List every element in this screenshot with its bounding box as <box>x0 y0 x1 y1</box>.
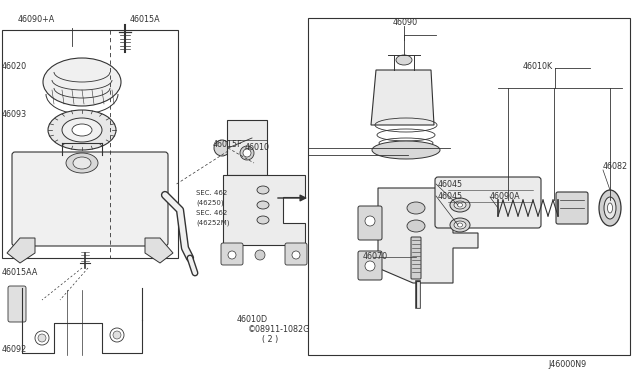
Text: SEC. 462: SEC. 462 <box>196 210 227 216</box>
Ellipse shape <box>607 203 612 213</box>
Text: 46015A: 46015A <box>130 15 161 24</box>
Text: J46000N9: J46000N9 <box>548 360 586 369</box>
Ellipse shape <box>407 202 425 214</box>
Circle shape <box>255 250 265 260</box>
Circle shape <box>365 261 375 271</box>
Text: 46070: 46070 <box>363 252 388 261</box>
Text: 46010: 46010 <box>245 143 270 152</box>
Bar <box>308 18 630 355</box>
Text: ( 2 ): ( 2 ) <box>262 335 278 344</box>
Ellipse shape <box>257 216 269 224</box>
Text: 46045: 46045 <box>438 180 463 189</box>
Bar <box>2 30 178 258</box>
Ellipse shape <box>599 190 621 226</box>
Circle shape <box>113 331 121 339</box>
FancyBboxPatch shape <box>358 251 382 280</box>
Ellipse shape <box>48 110 116 150</box>
Text: (46252M): (46252M) <box>196 219 230 225</box>
Ellipse shape <box>450 198 470 212</box>
Ellipse shape <box>604 197 616 219</box>
Circle shape <box>240 146 254 160</box>
Text: (46250): (46250) <box>196 199 223 205</box>
FancyBboxPatch shape <box>221 243 243 265</box>
Text: 46090+A: 46090+A <box>18 15 55 24</box>
FancyBboxPatch shape <box>12 152 168 246</box>
Polygon shape <box>371 70 434 125</box>
Text: 46093: 46093 <box>2 110 27 119</box>
Ellipse shape <box>450 218 470 232</box>
Polygon shape <box>7 238 35 263</box>
Circle shape <box>228 251 236 259</box>
Ellipse shape <box>372 141 440 159</box>
Ellipse shape <box>62 118 102 142</box>
Polygon shape <box>378 188 478 283</box>
FancyBboxPatch shape <box>285 243 307 265</box>
Ellipse shape <box>458 203 463 207</box>
Ellipse shape <box>66 153 98 173</box>
Ellipse shape <box>257 201 269 209</box>
Text: 46090A: 46090A <box>490 192 520 201</box>
Text: 46010D: 46010D <box>237 315 268 324</box>
FancyBboxPatch shape <box>435 177 541 228</box>
Text: 46090: 46090 <box>393 18 418 27</box>
Ellipse shape <box>43 58 121 106</box>
Text: 46020: 46020 <box>2 62 27 71</box>
Circle shape <box>243 149 251 157</box>
Ellipse shape <box>73 157 91 169</box>
Polygon shape <box>145 238 173 263</box>
Circle shape <box>365 216 375 226</box>
Text: 46015F: 46015F <box>213 140 243 149</box>
Text: 46015AA: 46015AA <box>2 268 38 277</box>
Circle shape <box>110 328 124 342</box>
Text: SEC. 462: SEC. 462 <box>196 190 227 196</box>
Polygon shape <box>227 120 267 175</box>
Text: 46045: 46045 <box>438 192 463 201</box>
Ellipse shape <box>454 221 466 229</box>
Circle shape <box>214 140 230 156</box>
FancyBboxPatch shape <box>411 237 421 279</box>
FancyBboxPatch shape <box>358 206 382 240</box>
Circle shape <box>35 331 49 345</box>
Text: ©08911-1082G: ©08911-1082G <box>248 325 310 334</box>
Text: 46092: 46092 <box>2 345 28 354</box>
FancyBboxPatch shape <box>556 192 588 224</box>
Ellipse shape <box>407 220 425 232</box>
Text: 46010K: 46010K <box>523 62 553 71</box>
Ellipse shape <box>72 124 92 136</box>
Polygon shape <box>223 175 305 245</box>
Text: 46082: 46082 <box>603 162 628 171</box>
Ellipse shape <box>396 55 412 65</box>
FancyBboxPatch shape <box>8 286 26 322</box>
Circle shape <box>292 251 300 259</box>
Circle shape <box>38 334 46 342</box>
Ellipse shape <box>454 201 466 209</box>
Ellipse shape <box>458 223 463 227</box>
Ellipse shape <box>257 186 269 194</box>
